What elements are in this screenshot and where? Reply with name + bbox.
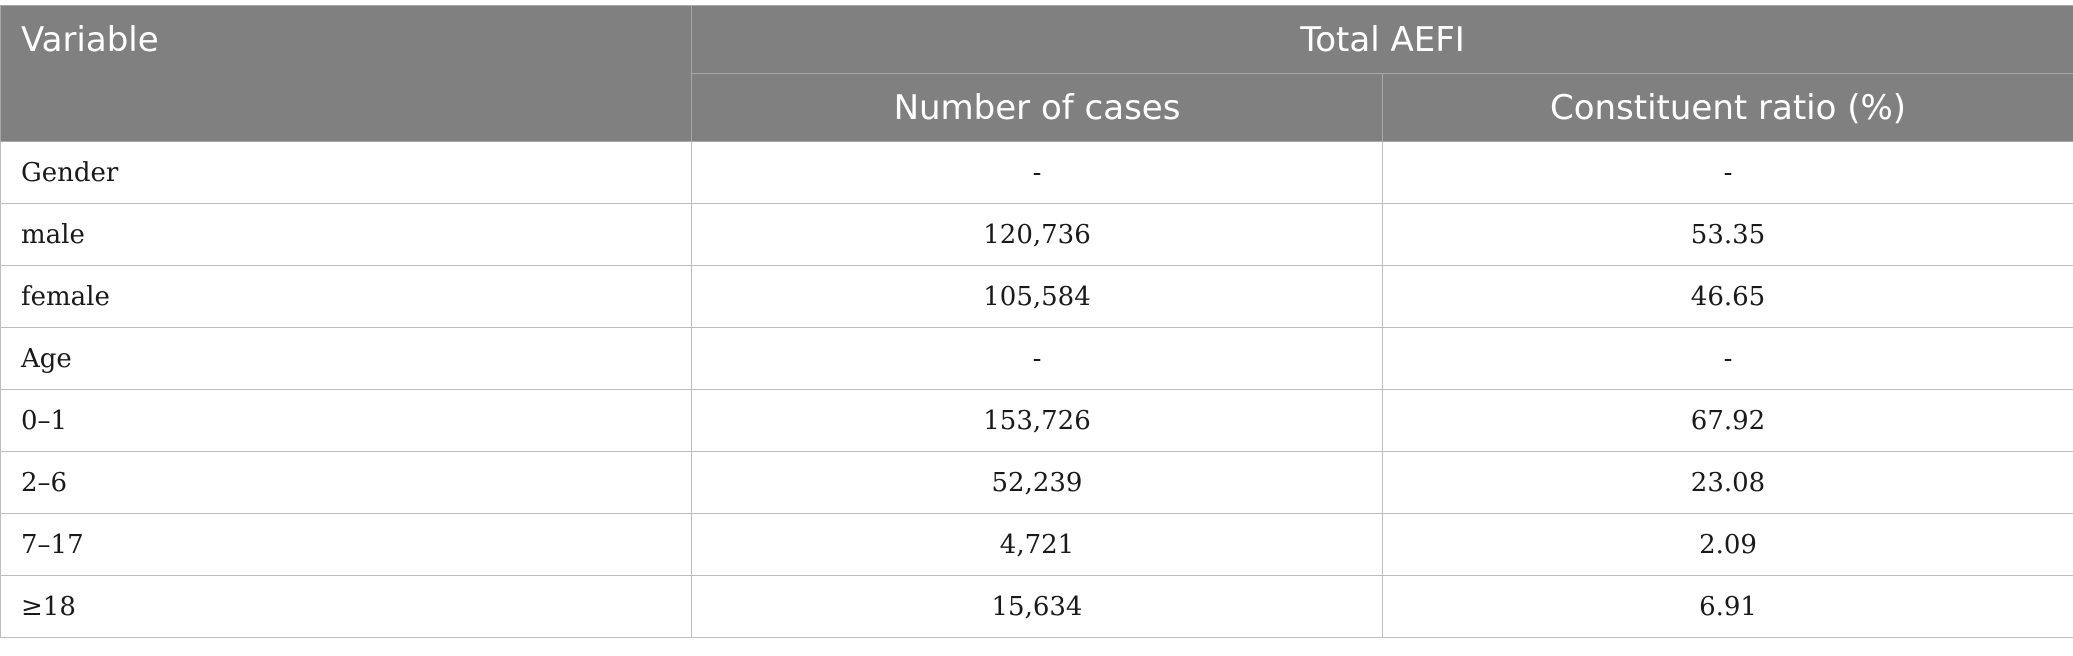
table-body: Gender - - male 120,736 53.35 female 105… bbox=[0, 141, 2073, 638]
table-row: 0–1 153,726 67.92 bbox=[0, 389, 2073, 452]
row-cases: 105,584 bbox=[691, 265, 1383, 328]
row-cases: 52,239 bbox=[691, 451, 1383, 514]
table-row: female 105,584 46.65 bbox=[0, 265, 2073, 328]
row-ratio: 23.08 bbox=[1381, 451, 2073, 514]
row-cases: - bbox=[691, 141, 1383, 204]
row-ratio: 2.09 bbox=[1381, 513, 2073, 576]
row-cases: 153,726 bbox=[691, 389, 1383, 452]
row-cases: 4,721 bbox=[691, 513, 1383, 576]
row-label: Gender bbox=[0, 141, 692, 204]
row-cases: - bbox=[691, 327, 1383, 390]
row-ratio: 53.35 bbox=[1381, 203, 2073, 266]
table-row: 7–17 4,721 2.09 bbox=[0, 513, 2073, 576]
row-label: ≥18 bbox=[0, 575, 692, 638]
table-row: male 120,736 53.35 bbox=[0, 203, 2073, 266]
header-variable: Variable bbox=[0, 5, 692, 142]
row-ratio: 6.91 bbox=[1381, 575, 2073, 638]
row-cases: 15,634 bbox=[691, 575, 1383, 638]
row-ratio: - bbox=[1381, 327, 2073, 390]
aefi-table: Variable Total AEFI Number of cases Cons… bbox=[0, 5, 2073, 638]
row-cases: 120,736 bbox=[691, 203, 1383, 266]
row-label: female bbox=[0, 265, 692, 328]
header-row-1: Variable Total AEFI bbox=[0, 5, 2073, 142]
header-row-2: Number of cases Constituent ratio (%) bbox=[1, 73, 2073, 142]
row-ratio: 67.92 bbox=[1381, 389, 2073, 452]
row-label: 0–1 bbox=[0, 389, 692, 452]
table-row: Gender - - bbox=[0, 141, 2073, 204]
row-label: male bbox=[0, 203, 692, 266]
row-ratio: - bbox=[1381, 141, 2073, 204]
row-label: 2–6 bbox=[0, 451, 692, 514]
row-ratio: 46.65 bbox=[1381, 265, 2073, 328]
header-number-of-cases: Number of cases bbox=[691, 73, 1383, 142]
header-constituent-ratio: Constituent ratio (%) bbox=[1381, 73, 2073, 142]
table-row: ≥18 15,634 6.91 bbox=[0, 575, 2073, 638]
table-row: 2–6 52,239 23.08 bbox=[0, 451, 2073, 514]
header-total-aefi: Total AEFI bbox=[690, 5, 2073, 74]
table-header: Variable Total AEFI Number of cases Cons… bbox=[0, 5, 2073, 142]
table-row: Age - - bbox=[0, 327, 2073, 390]
row-label: Age bbox=[0, 327, 692, 390]
row-label: 7–17 bbox=[0, 513, 692, 576]
aefi-table-container: Variable Total AEFI Number of cases Cons… bbox=[0, 5, 2073, 638]
